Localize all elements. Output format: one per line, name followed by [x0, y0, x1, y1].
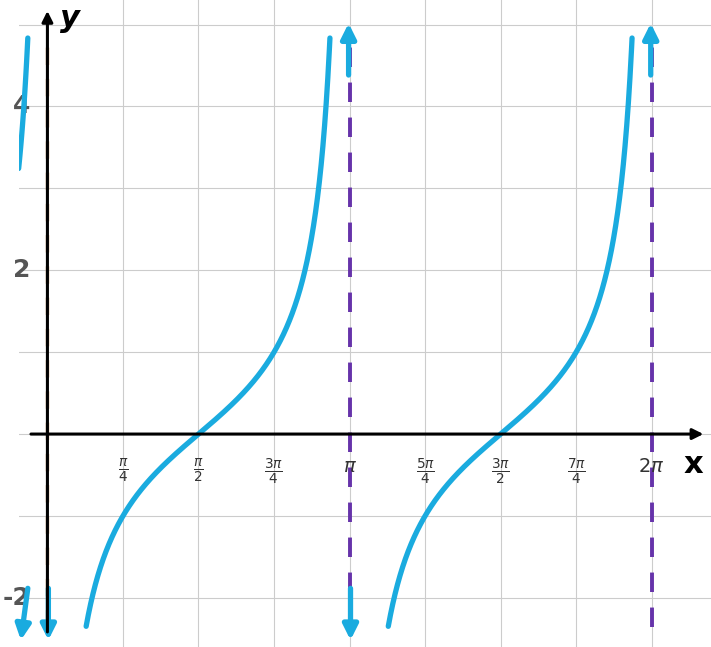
Text: 4: 4 — [13, 94, 30, 118]
Text: $\frac{5\pi}{4}$: $\frac{5\pi}{4}$ — [415, 457, 434, 487]
Text: $\frac{7\pi}{4}$: $\frac{7\pi}{4}$ — [567, 457, 586, 487]
Text: 2: 2 — [13, 258, 30, 282]
Text: $\frac{\pi}{4}$: $\frac{\pi}{4}$ — [117, 457, 128, 485]
Text: $2\pi$: $2\pi$ — [638, 457, 665, 476]
Text: y: y — [60, 4, 80, 33]
Text: $\pi$: $\pi$ — [343, 457, 356, 476]
Text: $\frac{3\pi}{4}$: $\frac{3\pi}{4}$ — [264, 457, 284, 487]
Text: x: x — [684, 450, 703, 479]
Text: -2: -2 — [2, 586, 30, 610]
Text: $\frac{\pi}{2}$: $\frac{\pi}{2}$ — [193, 457, 204, 485]
Text: $\frac{3\pi}{2}$: $\frac{3\pi}{2}$ — [491, 457, 510, 487]
